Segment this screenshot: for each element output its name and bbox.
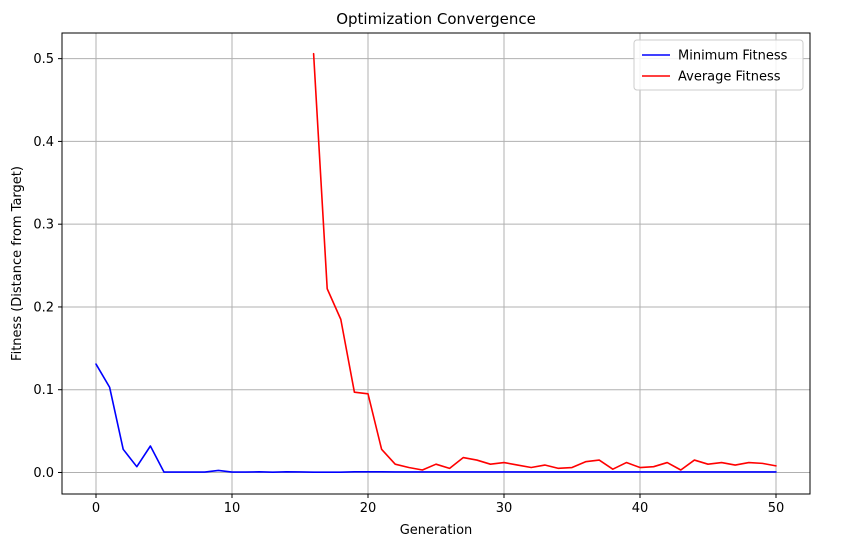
x-tick-label: 50 <box>768 501 785 516</box>
y-tick-label: 0.3 <box>33 218 54 233</box>
y-tick-label: 0.1 <box>33 383 54 398</box>
y-axis-title: Fitness (Distance from Target) <box>10 166 25 361</box>
series-layer <box>95 52 777 474</box>
x-tick-label: 30 <box>496 501 513 516</box>
y-tick-label: 0.2 <box>33 300 54 315</box>
legend-box <box>633 39 804 91</box>
x-tick-label: 10 <box>224 501 241 516</box>
ticks: 0 10 20 30 40 50 0.0 0.1 0.2 0.3 0.4 0.5 <box>33 52 784 516</box>
plot-frame <box>61 32 811 495</box>
series-line-average-fitness <box>312 52 777 471</box>
y-tick-label: 0.5 <box>33 52 54 67</box>
legend-label: Minimum Fitness <box>678 49 788 64</box>
y-tick-label: 0.0 <box>33 466 54 481</box>
legend-label: Average Fitness <box>678 70 781 85</box>
x-tick-label: 0 <box>92 501 100 516</box>
x-axis-title: Generation <box>400 523 473 538</box>
chart-title: Optimization Convergence <box>336 10 536 28</box>
legend: Minimum Fitness Average Fitness <box>633 39 804 91</box>
series-line-minimum-fitness <box>95 363 777 474</box>
x-tick-label: 20 <box>360 501 377 516</box>
x-tick-label: 40 <box>632 501 649 516</box>
y-tick-label: 0.4 <box>33 135 54 150</box>
